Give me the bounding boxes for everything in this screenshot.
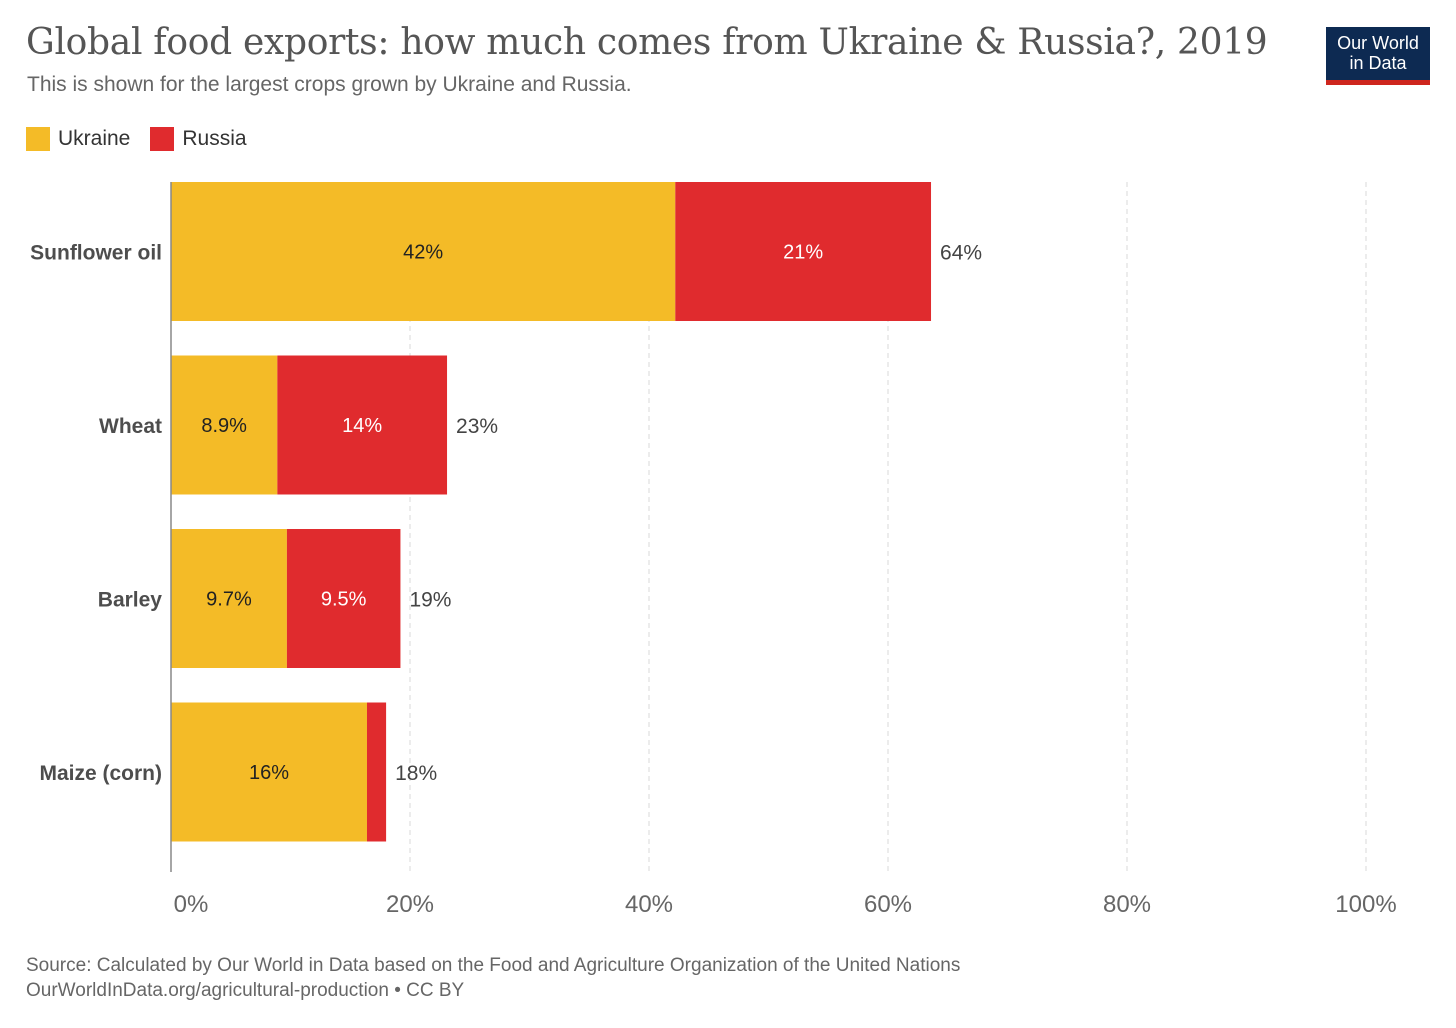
bar-total-label: 64% [940, 242, 982, 265]
x-tick-label: 0% [174, 891, 209, 918]
chart-title: Global food exports: how much comes from… [26, 22, 1268, 63]
legend-label-russia: Russia [182, 127, 247, 150]
legend: Ukraine Russia [26, 127, 267, 151]
bar-value-label: 9.7% [206, 589, 252, 611]
category-label: Sunflower oil [30, 242, 162, 265]
bar-segment-ukraine [171, 702, 367, 842]
category-label: Maize (corn) [39, 762, 162, 785]
legend-label-ukraine: Ukraine [58, 127, 131, 150]
legend-swatch-russia [150, 127, 175, 151]
bar-segment-ukraine [171, 182, 676, 321]
bar-total-label: 23% [456, 415, 498, 438]
bar-segment-russia [286, 529, 401, 668]
stacked-bar-chart: 0% 20% 40% 60% 80% 100% Sunflower oil 42% 21% 64%… [30, 182, 1397, 918]
legend-item-ukraine[interactable]: Ukraine [26, 127, 130, 151]
x-tick-label: 60% [864, 891, 912, 918]
bar-total-label: 19% [409, 589, 451, 612]
legend-swatch-ukraine [26, 127, 50, 151]
x-tick-label: 40% [625, 891, 673, 918]
x-tick-label: 100% [1335, 891, 1396, 918]
logo-line-2: in Data [1349, 53, 1407, 73]
source-note: Source: Calculated by Our World in Data … [26, 955, 961, 976]
category-label: Wheat [99, 415, 162, 438]
logo-line-1: Our World [1337, 33, 1419, 53]
bar-segment-ukraine [171, 529, 287, 668]
bar-segment-ukraine [171, 355, 278, 495]
bar-segment-russia [675, 182, 932, 321]
bar-segment-russia [366, 702, 387, 842]
bar-total-label: 18% [395, 762, 437, 785]
bar-value-label: 42% [403, 242, 443, 264]
category-label: Barley [98, 589, 163, 612]
bar-value-label: 8.9% [201, 415, 247, 437]
legend-item-russia[interactable]: Russia [150, 127, 247, 151]
x-tick-label: 20% [386, 891, 434, 918]
bar-value-label: 9.5% [321, 589, 367, 611]
bar-value-label: 14% [342, 415, 382, 437]
bar-segment-russia [277, 355, 448, 495]
x-tick-label: 80% [1103, 891, 1151, 918]
owid-logo[interactable]: Our World in Data [1326, 27, 1430, 85]
bar-value-label: 16% [249, 762, 289, 784]
source-url[interactable]: OurWorldInData.org/agricultural-producti… [26, 980, 465, 1001]
bar-value-label: 21% [783, 242, 823, 264]
chart-subtitle: This is shown for the largest crops grow… [27, 73, 632, 96]
